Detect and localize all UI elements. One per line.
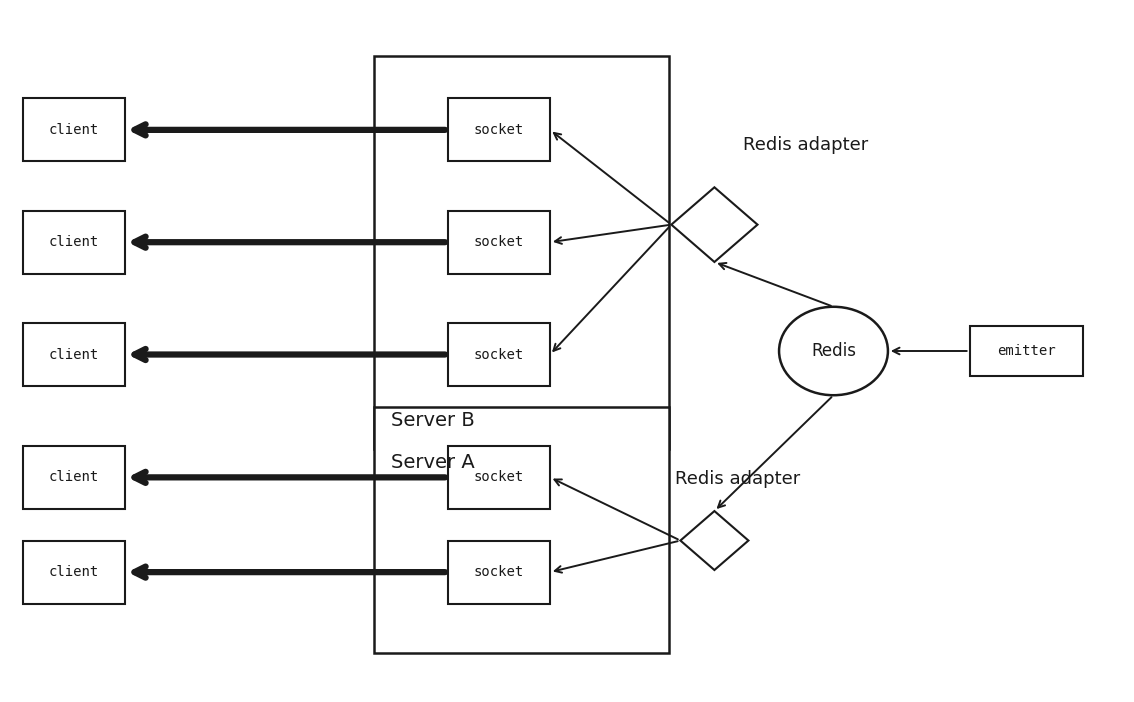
Bar bbox=[374, 56, 669, 449]
Bar bbox=[448, 323, 550, 386]
Bar bbox=[23, 211, 125, 274]
Text: Redis adapter: Redis adapter bbox=[675, 470, 799, 488]
Text: socket: socket bbox=[474, 235, 524, 249]
Text: Redis: Redis bbox=[811, 342, 856, 360]
Text: socket: socket bbox=[474, 347, 524, 362]
Text: client: client bbox=[49, 347, 99, 362]
Bar bbox=[374, 407, 669, 653]
Bar bbox=[23, 446, 125, 509]
Bar bbox=[23, 323, 125, 386]
Text: client: client bbox=[49, 235, 99, 249]
Text: client: client bbox=[49, 123, 99, 137]
Text: emitter: emitter bbox=[997, 344, 1056, 358]
Bar bbox=[23, 541, 125, 604]
Text: client: client bbox=[49, 565, 99, 579]
Bar bbox=[448, 211, 550, 274]
Text: Server B: Server B bbox=[391, 411, 475, 430]
Text: socket: socket bbox=[474, 123, 524, 137]
Text: client: client bbox=[49, 470, 99, 484]
Text: Server A: Server A bbox=[391, 453, 475, 472]
Bar bbox=[448, 98, 550, 161]
Text: socket: socket bbox=[474, 565, 524, 579]
Bar bbox=[448, 541, 550, 604]
Bar bbox=[448, 446, 550, 509]
Bar bbox=[23, 98, 125, 161]
Text: Redis adapter: Redis adapter bbox=[743, 136, 868, 154]
Bar bbox=[970, 326, 1083, 376]
Text: socket: socket bbox=[474, 470, 524, 484]
